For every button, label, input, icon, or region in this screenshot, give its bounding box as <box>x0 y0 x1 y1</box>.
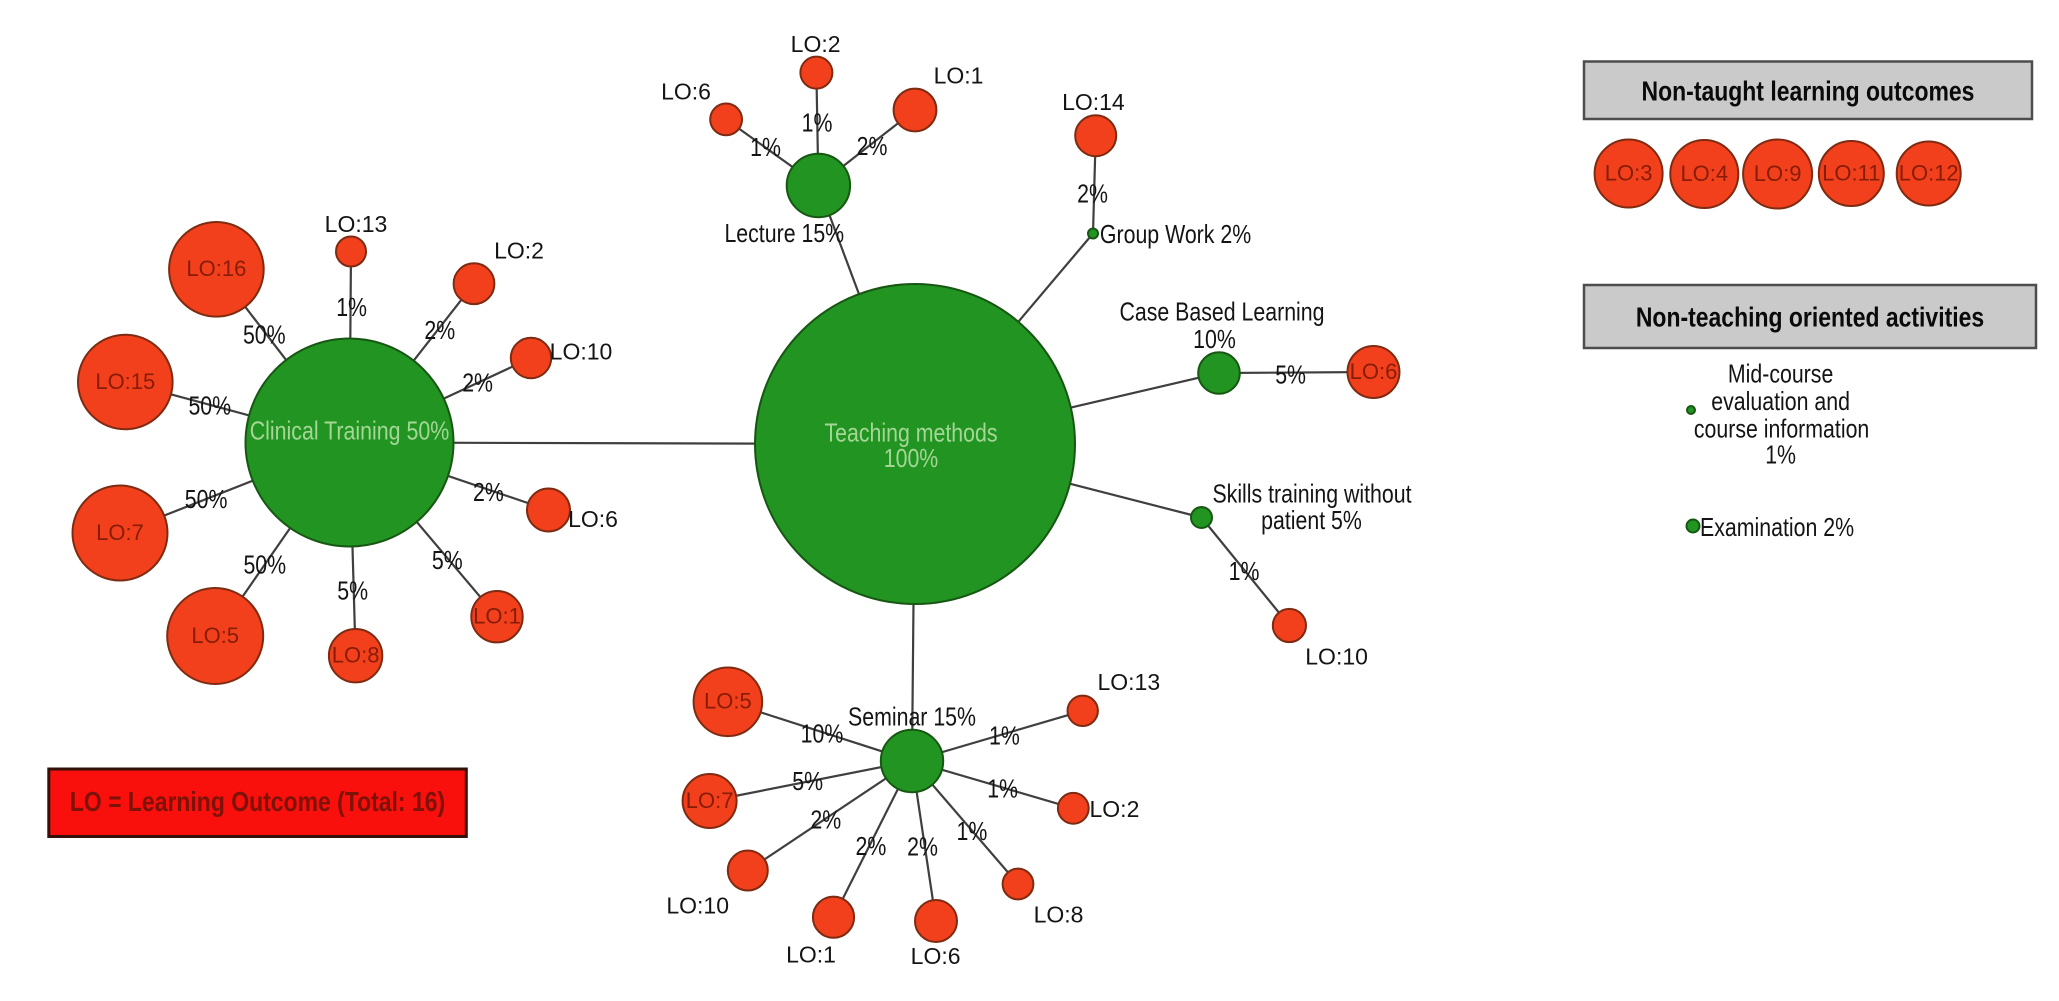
svg-text:2%: 2% <box>424 315 455 345</box>
svg-text:50%: 50% <box>185 484 228 514</box>
svg-text:Case Based Learning: Case Based Learning <box>1120 296 1325 326</box>
svg-text:LO:2: LO:2 <box>494 237 544 263</box>
svg-text:Non-teaching oriented activiti: Non-teaching oriented activities <box>1636 302 1984 333</box>
svg-text:10%: 10% <box>801 718 844 748</box>
svg-text:LO:5: LO:5 <box>191 623 239 648</box>
svg-text:Non-taught learning outcomes: Non-taught learning outcomes <box>1642 76 1975 107</box>
svg-text:LO:7: LO:7 <box>686 788 734 813</box>
svg-text:LO:10: LO:10 <box>1305 643 1368 669</box>
svg-text:1%: 1% <box>989 720 1020 750</box>
svg-text:2%: 2% <box>473 477 504 507</box>
svg-text:LO:1: LO:1 <box>786 941 836 967</box>
svg-text:50%: 50% <box>243 549 286 579</box>
svg-text:1%: 1% <box>750 132 781 162</box>
svg-text:1%: 1% <box>802 107 833 137</box>
svg-text:Group Work 2%: Group Work 2% <box>1100 219 1251 249</box>
svg-text:50%: 50% <box>188 390 231 420</box>
svg-text:LO:6: LO:6 <box>661 78 711 104</box>
svg-text:evaluation and: evaluation and <box>1711 386 1850 416</box>
svg-text:LO:5: LO:5 <box>704 689 752 714</box>
svg-text:LO:6: LO:6 <box>911 943 961 969</box>
svg-text:LO:1: LO:1 <box>473 604 521 629</box>
svg-text:LO:9: LO:9 <box>1754 161 1802 186</box>
svg-text:LO:6: LO:6 <box>568 506 618 532</box>
svg-text:LO:13: LO:13 <box>325 211 388 237</box>
svg-text:LO:4: LO:4 <box>1680 161 1728 186</box>
svg-text:LO:3: LO:3 <box>1605 160 1653 185</box>
svg-text:LO:8: LO:8 <box>332 643 380 668</box>
svg-text:1%: 1% <box>987 773 1018 803</box>
svg-text:LO:2: LO:2 <box>791 31 841 57</box>
svg-text:LO:1: LO:1 <box>934 63 984 89</box>
svg-text:Clinical Training 50%: Clinical Training 50% <box>250 415 450 445</box>
svg-text:2%: 2% <box>856 831 887 861</box>
svg-text:LO:11: LO:11 <box>1822 160 1880 185</box>
svg-text:Teaching methods: Teaching methods <box>825 418 998 448</box>
svg-text:LO:16: LO:16 <box>186 256 246 281</box>
svg-text:LO:7: LO:7 <box>96 520 144 545</box>
svg-text:LO:15: LO:15 <box>95 369 155 394</box>
svg-text:2%: 2% <box>810 805 841 835</box>
svg-text:course information: course information <box>1694 413 1869 443</box>
svg-text:2%: 2% <box>857 131 888 161</box>
svg-text:10%: 10% <box>1193 324 1236 354</box>
svg-text:Skills training without: Skills training without <box>1212 478 1412 508</box>
svg-text:1%: 1% <box>336 292 367 322</box>
svg-text:50%: 50% <box>243 319 286 349</box>
svg-text:Seminar 15%: Seminar 15% <box>848 701 976 731</box>
svg-text:1%: 1% <box>1765 439 1796 469</box>
svg-text:5%: 5% <box>432 545 463 575</box>
svg-text:LO:2: LO:2 <box>1090 796 1140 822</box>
svg-text:patient 5%: patient 5% <box>1261 505 1362 535</box>
svg-text:2%: 2% <box>907 831 938 861</box>
svg-text:1%: 1% <box>1229 556 1260 586</box>
svg-text:2%: 2% <box>1077 178 1108 208</box>
svg-text:Mid-course: Mid-course <box>1728 358 1833 388</box>
svg-text:5%: 5% <box>792 766 823 796</box>
svg-text:LO = Learning Outcome (Total:: LO = Learning Outcome (Total: 16) <box>70 786 445 817</box>
svg-text:100%: 100% <box>884 443 939 473</box>
svg-text:LO:10: LO:10 <box>666 892 729 918</box>
svg-text:5%: 5% <box>337 575 368 605</box>
svg-text:LO:8: LO:8 <box>1034 901 1084 927</box>
svg-text:LO:13: LO:13 <box>1097 669 1160 695</box>
svg-text:Lecture 15%: Lecture 15% <box>724 218 844 248</box>
svg-text:5%: 5% <box>1275 359 1306 389</box>
svg-text:LO:14: LO:14 <box>1062 89 1125 115</box>
svg-text:LO:10: LO:10 <box>550 338 613 364</box>
svg-text:LO:6: LO:6 <box>1350 359 1398 384</box>
svg-text:Examination 2%: Examination 2% <box>1700 512 1854 542</box>
svg-text:LO:12: LO:12 <box>1899 160 1959 185</box>
svg-text:2%: 2% <box>462 367 493 397</box>
svg-text:1%: 1% <box>957 816 988 846</box>
